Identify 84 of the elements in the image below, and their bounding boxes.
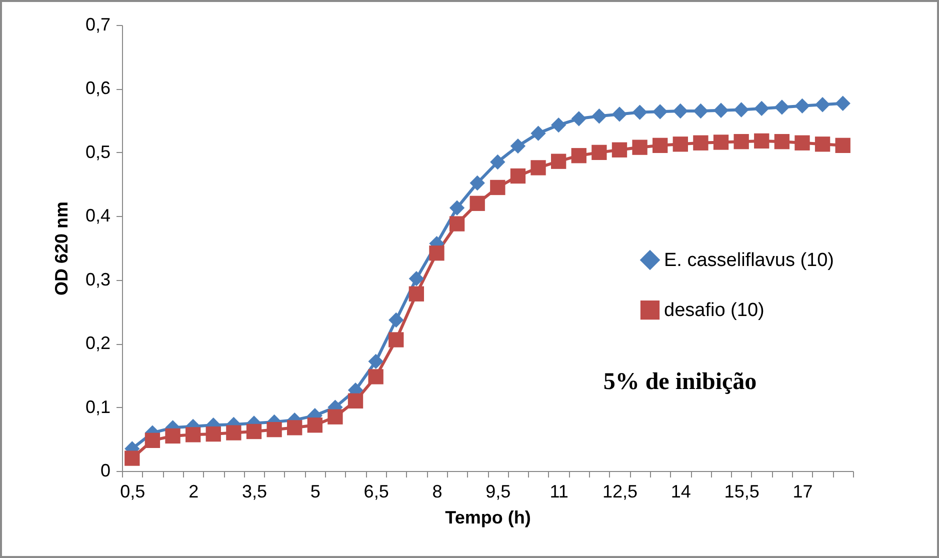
y-tick-label: 0,6 xyxy=(85,78,110,98)
point xyxy=(550,117,566,133)
point xyxy=(794,135,810,150)
point xyxy=(612,142,628,158)
point xyxy=(612,106,628,122)
point xyxy=(632,104,648,120)
point xyxy=(672,136,688,152)
x-tick-label: 6,5 xyxy=(364,482,389,502)
x-tick-label: 8 xyxy=(432,482,442,502)
point xyxy=(693,135,708,150)
point xyxy=(592,108,607,124)
x-tick-label: 11 xyxy=(550,482,568,502)
point xyxy=(510,168,526,184)
point xyxy=(734,134,749,150)
annotation: 5% de inibição xyxy=(603,369,757,395)
point xyxy=(388,332,404,348)
point xyxy=(571,148,586,164)
point xyxy=(449,200,465,216)
point xyxy=(652,138,668,154)
point xyxy=(124,450,140,466)
point xyxy=(510,138,526,154)
point xyxy=(307,418,322,433)
y-tick-label: 0,2 xyxy=(85,333,110,354)
x-tick-label: 9,5 xyxy=(486,482,511,502)
x-tick-label: 3,5 xyxy=(242,482,267,502)
point xyxy=(408,286,424,302)
point xyxy=(774,134,790,150)
y-axis-title: OD 620 nm xyxy=(51,201,72,296)
point xyxy=(632,140,648,155)
point xyxy=(814,97,830,112)
point xyxy=(408,271,424,286)
point xyxy=(734,102,749,118)
point xyxy=(206,426,221,442)
point xyxy=(246,424,262,440)
y-tick-label: 0 xyxy=(100,460,110,480)
point xyxy=(348,393,364,408)
point xyxy=(693,103,708,119)
legend-label: desafio (10) xyxy=(664,300,764,321)
x-tick-label: 15,5 xyxy=(724,482,760,502)
x-tick-label: 12,5 xyxy=(602,482,638,502)
point xyxy=(470,196,485,211)
point xyxy=(266,422,282,438)
point xyxy=(835,96,850,111)
y-tick-label: 0,5 xyxy=(85,142,110,162)
x-axis-title: Tempo (h) xyxy=(445,508,531,528)
point xyxy=(388,312,404,328)
point xyxy=(835,138,850,154)
point xyxy=(672,103,688,119)
point xyxy=(368,369,384,384)
point xyxy=(794,98,810,114)
point xyxy=(429,246,444,261)
point xyxy=(530,160,546,176)
point xyxy=(652,104,668,120)
point xyxy=(814,136,830,152)
x-tick-label: 2 xyxy=(188,482,199,502)
point xyxy=(550,154,566,169)
x-tick-label: 0,5 xyxy=(120,482,146,502)
legend-label: E. casseliflavus (10) xyxy=(664,250,834,271)
point xyxy=(144,432,160,448)
x-tick-label: 5 xyxy=(310,482,320,502)
point xyxy=(368,354,384,369)
point xyxy=(713,134,729,150)
point xyxy=(571,111,586,126)
point xyxy=(328,409,343,424)
point xyxy=(754,133,770,149)
y-tick-label: 0,4 xyxy=(85,206,110,226)
point xyxy=(490,180,506,196)
point xyxy=(449,216,465,232)
point xyxy=(226,425,242,440)
point xyxy=(592,144,607,160)
point xyxy=(470,175,485,191)
x-tick-label: 17 xyxy=(792,482,813,502)
point xyxy=(185,427,201,442)
y-tick-label: 0,1 xyxy=(85,396,110,417)
point xyxy=(287,420,302,436)
x-tick-label: 14 xyxy=(670,482,691,502)
point xyxy=(754,100,770,116)
y-tick-label: 0,3 xyxy=(85,269,110,290)
point xyxy=(490,154,506,170)
y-tick-label: 0,7 xyxy=(85,14,110,34)
point xyxy=(774,100,790,115)
point xyxy=(165,428,180,444)
point xyxy=(530,126,546,141)
point xyxy=(713,102,729,118)
